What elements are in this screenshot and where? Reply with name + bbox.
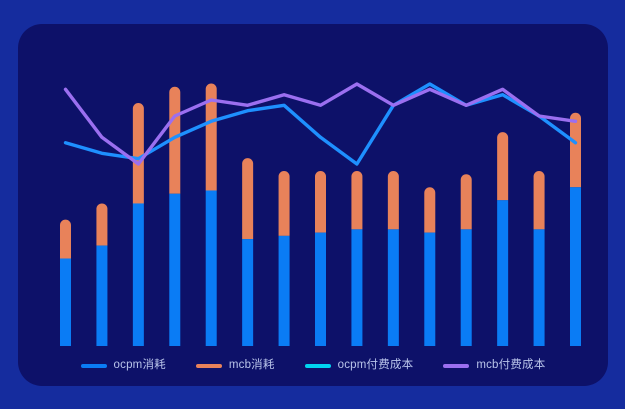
bar-segment-mcb[interactable] — [205, 83, 217, 191]
legend-item-label: mcb付费成本 — [476, 359, 546, 372]
legend-item-label: ocpm付费成本 — [337, 359, 414, 372]
bar-segment-mcb[interactable] — [242, 158, 254, 240]
chart-legend: ocpm消耗 mcb消耗 ocpm付费成本 mcb付费成本 — [18, 346, 608, 386]
legend-item-0[interactable]: ocpm消耗 — [80, 359, 166, 372]
bar-segment-mcb[interactable] — [351, 171, 363, 230]
bar-segment-mcb[interactable] — [132, 103, 144, 204]
bar-segment-mcb[interactable] — [387, 171, 399, 230]
bar-segment-ocpm[interactable] — [387, 229, 399, 346]
bar-segment-ocpm[interactable] — [60, 258, 71, 346]
legend-item-3[interactable]: mcb付费成本 — [443, 360, 545, 372]
legend-item-1[interactable]: mcb消耗 — [195, 359, 275, 372]
bar-segment-mcb[interactable] — [424, 187, 436, 233]
bar-segment-ocpm[interactable] — [497, 200, 509, 346]
bar-segment-mcb[interactable] — [60, 219, 71, 259]
line-swatch-icon — [443, 364, 470, 368]
line-series-mcb-cost[interactable] — [63, 82, 578, 166]
bar-segment-mcb[interactable] — [278, 171, 290, 236]
bar-segment-ocpm[interactable] — [315, 232, 326, 346]
bar-segment-ocpm[interactable] — [169, 193, 181, 346]
bar-segment-ocpm[interactable] — [96, 245, 108, 346]
bar-segment-ocpm[interactable] — [570, 187, 581, 346]
line-swatch-icon — [80, 364, 107, 368]
legend-item-label: ocpm消耗 — [113, 359, 166, 372]
bar-segment-mcb[interactable] — [497, 132, 509, 201]
legend-item-2[interactable]: ocpm付费成本 — [304, 359, 414, 372]
line-series-group — [63, 82, 578, 166]
bar-segment-mcb[interactable] — [570, 112, 581, 188]
bar-segment-mcb[interactable] — [96, 203, 108, 246]
bar-segment-ocpm[interactable] — [460, 229, 472, 346]
bar-segment-mcb[interactable] — [460, 174, 472, 230]
bar-segment-mcb[interactable] — [533, 171, 545, 230]
line-series-ocpm-cost[interactable] — [63, 82, 578, 166]
bar-segment-ocpm[interactable] — [533, 229, 545, 346]
bar-segment-ocpm[interactable] — [424, 232, 436, 346]
bar-segment-ocpm[interactable] — [205, 190, 217, 346]
bar-segment-ocpm[interactable] — [278, 235, 290, 346]
chart-plot-area — [60, 82, 581, 346]
line-swatch-icon — [195, 364, 222, 368]
line-swatch-icon — [304, 364, 331, 368]
bar-segment-ocpm[interactable] — [351, 229, 363, 346]
legend-item-label: mcb消耗 — [228, 359, 275, 372]
chart-card: ocpm消耗 mcb消耗 ocpm付费成本 mcb付费成本 — [18, 24, 608, 386]
bar-segment-ocpm[interactable] — [242, 239, 254, 346]
bar-series-group — [60, 83, 581, 346]
bar-segment-ocpm[interactable] — [132, 203, 144, 346]
bar-segment-mcb[interactable] — [315, 171, 326, 233]
